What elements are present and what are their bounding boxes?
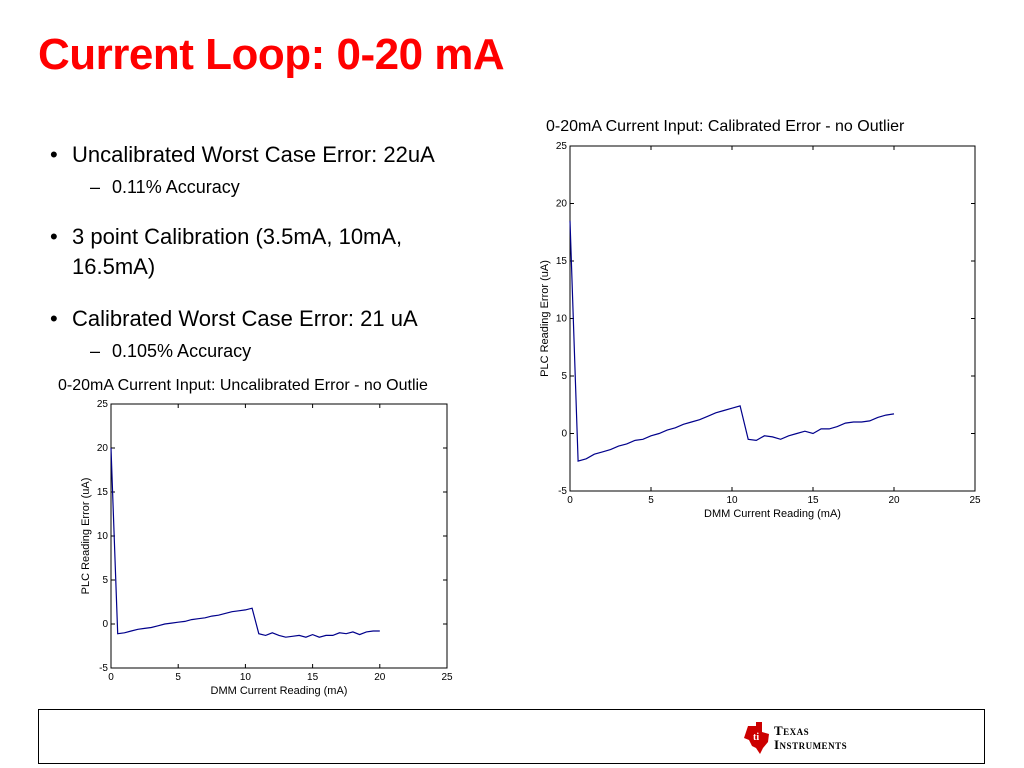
x-tick-label: 10 [726,495,738,506]
x-tick-label: 0 [108,672,114,683]
x-tick-label: 5 [175,672,181,683]
y-axis-label: PLC Reading Error (uA) [539,260,551,377]
sub-bullet: – 0.105% Accuracy [72,338,500,364]
sub-bullet-text: 0.105% Accuracy [112,341,252,361]
bullet-mark: • [50,142,58,167]
y-tick-label: 0 [102,619,108,630]
x-tick-label: 20 [374,672,386,683]
x-tick-label: 15 [307,672,319,683]
y-tick-label: 10 [556,314,568,325]
y-tick-label: 10 [97,531,109,542]
bullet-mark: • [50,224,58,249]
bullet-item: • Uncalibrated Worst Case Error: 22uA – … [50,140,500,200]
sub-bullet-mark: – [90,341,101,361]
x-tick-label: 5 [648,495,654,506]
x-tick-label: 15 [807,495,819,506]
chart-title-calibrated: 0-20mA Current Input: Calibrated Error -… [546,118,905,135]
y-tick-label: 25 [97,399,109,410]
series-line [569,220,895,462]
series-line [110,447,380,638]
footer-bar [38,709,985,764]
y-axis-label: PLC Reading Error (uA) [80,478,92,595]
sub-bullet-mark: – [90,177,101,197]
bullet-text: Calibrated Worst Case Error: 21 uA [72,306,418,331]
x-tick-label: 25 [441,672,453,683]
y-tick-label: 20 [97,443,109,454]
texas-instruments-logo: ti Texas Instruments [744,722,847,754]
logo-line1: Texas [774,723,809,738]
y-tick-label: -5 [99,663,108,674]
slide-title: Current Loop: 0-20 mA [38,30,505,79]
bullet-list: • Uncalibrated Worst Case Error: 22uA – … [50,140,500,378]
x-tick-label: 20 [888,495,900,506]
texas-state-icon [744,722,769,754]
x-axis-label: DMM Current Reading (mA) [704,508,841,520]
bullet-item: • Calibrated Worst Case Error: 21 uA – 0… [50,304,500,364]
sub-bullet-text: 0.11% Accuracy [112,177,240,197]
y-tick-label: 15 [556,256,568,267]
sub-bullet: – 0.11% Accuracy [72,174,500,200]
bullet-mark: • [50,306,58,331]
plot-frame [110,403,448,669]
logo-ti-mark: ti [753,732,759,743]
y-tick-label: 25 [556,141,568,152]
bullet-text: 3 point Calibration (3.5mA, 10mA, 16.5mA… [72,224,403,279]
bullet-text: Uncalibrated Worst Case Error: 22uA [72,142,435,167]
x-tick-label: 0 [567,495,573,506]
y-tick-label: 15 [97,487,109,498]
y-tick-label: 5 [561,371,567,382]
x-tick-label: 10 [240,672,252,683]
y-tick-label: 20 [556,199,568,210]
bullet-item: • 3 point Calibration (3.5mA, 10mA, 16.5… [50,222,500,282]
y-tick-label: 0 [561,429,567,440]
y-tick-label: -5 [558,486,567,497]
x-axis-label: DMM Current Reading (mA) [211,685,348,697]
logo-line2: Instruments [774,737,847,752]
x-tick-label: 25 [969,495,981,506]
y-tick-label: 5 [102,575,108,586]
chart-title-uncalibrated: 0-20mA Current Input: Uncalibrated Error… [58,377,428,394]
